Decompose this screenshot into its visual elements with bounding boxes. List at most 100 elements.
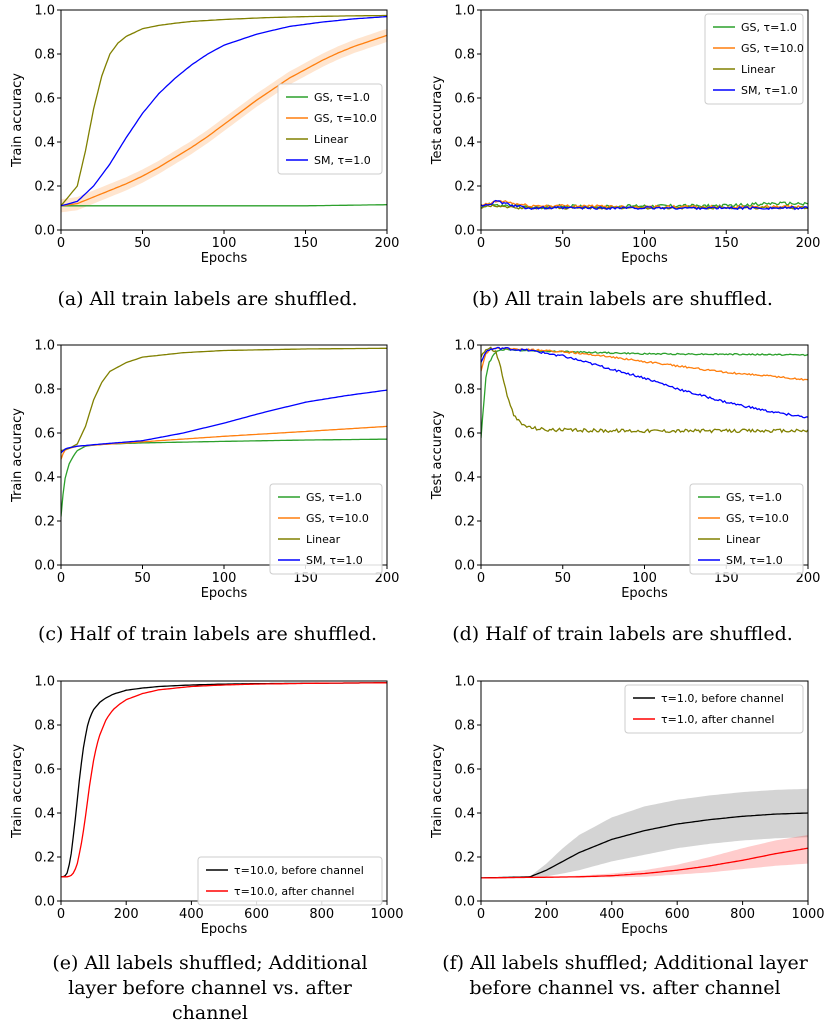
y-tick-label: 0.2 — [34, 515, 55, 530]
legend-label-4: SM, τ=1.0 — [306, 554, 363, 567]
series-line-1 — [61, 682, 387, 878]
series-line-1 — [481, 201, 808, 210]
legend-label-1: GS, τ=1.0 — [741, 21, 797, 34]
y-axis-label: Train accuracy — [10, 408, 25, 503]
series-line-4 — [61, 15, 387, 207]
x-tick-label: 0 — [57, 236, 65, 251]
y-tick-label: 1.0 — [454, 675, 475, 690]
x-axis-label: Epochs — [201, 922, 248, 937]
series-line-1 — [61, 204, 387, 207]
x-axis-label: Epochs — [201, 251, 248, 266]
y-axis-label: Test accuracy — [430, 76, 445, 166]
legend-label-4: SM, τ=1.0 — [741, 84, 798, 97]
chart-f: 0 200 400 600 800 1000 0.0 0.2 0.4 0.6 0.8 1.0 Epoch… — [430, 675, 825, 938]
x-tick-label: 800 — [730, 907, 755, 922]
x-tick-label: 600 — [665, 907, 690, 922]
y-tick-label: 0.4 — [34, 136, 55, 151]
plot-area — [481, 346, 808, 438]
chart-d: 0 50 100 150 200 0.0 0.2 0.4 0.6 0.8 1.0 Epochs Test… — [430, 339, 820, 602]
legend-label-2: τ=1.0, after channel — [661, 713, 774, 726]
legend-label-2: τ=10.0, after channel — [234, 885, 354, 898]
legend-label-3: Linear — [306, 533, 341, 546]
legend: τ=10.0, before channel τ=10.0, after chan… — [197, 856, 383, 906]
legend-label-1: GS, τ=1.0 — [314, 91, 370, 104]
series-line-3 — [61, 14, 387, 207]
x-tick-label: 150 — [293, 571, 318, 586]
y-tick-label: 0.8 — [454, 383, 475, 398]
series-line-2 — [481, 847, 808, 879]
x-tick-label: 100 — [632, 571, 657, 586]
legend-label-1: τ=1.0, before channel — [661, 692, 784, 705]
y-tick-label: 0.0 — [34, 224, 55, 239]
x-tick-label: 200 — [114, 907, 139, 922]
caption-a: (a) All train labels are shuffled. — [57, 288, 358, 310]
x-tick-label: 200 — [375, 236, 400, 251]
x-tick-label: 150 — [714, 236, 739, 251]
series-line-4 — [481, 199, 808, 211]
legend: GS, τ=1.0 GS, τ=10.0 Linear SM, τ=1.0 — [689, 483, 804, 575]
series-line-4 — [61, 389, 387, 454]
x-tick-label: 1000 — [791, 907, 824, 922]
legend-label-1: GS, τ=1.0 — [306, 491, 362, 504]
x-tick-label: 150 — [714, 571, 739, 586]
y-tick-label: 0.6 — [454, 92, 475, 107]
legend-label-4: SM, τ=1.0 — [314, 154, 371, 167]
x-tick-label: 50 — [554, 571, 571, 586]
y-tick-label: 0.0 — [454, 224, 475, 239]
plot-area — [61, 347, 387, 517]
x-tick-label: 100 — [212, 236, 237, 251]
y-tick-label: 1.0 — [34, 339, 55, 354]
y-axis-label: Train accuracy — [10, 744, 25, 839]
legend-label-3: Linear — [726, 533, 761, 546]
y-axis-label: Train accuracy — [10, 73, 25, 168]
y-tick-label: 0.6 — [34, 92, 55, 107]
y-tick-label: 1.0 — [454, 339, 475, 354]
legend: GS, τ=1.0 GS, τ=10.0 Linear SM, τ=1.0 — [704, 13, 804, 105]
legend-label-2: GS, τ=10.0 — [741, 42, 804, 55]
legend-label-2: GS, τ=10.0 — [726, 512, 789, 525]
y-tick-label: 0.8 — [34, 48, 55, 63]
legend-label-3: Linear — [741, 63, 776, 76]
series-line-2 — [61, 34, 387, 207]
chart-e: 0 200 400 600 800 1000 0.0 0.2 0.4 0.6 0.8 1.0 Epoch… — [10, 675, 404, 938]
x-tick-label: 0 — [477, 236, 485, 251]
y-tick-label: 0.4 — [34, 471, 55, 486]
x-tick-label: 200 — [796, 236, 821, 251]
y-tick-label: 0.4 — [454, 136, 475, 151]
x-tick-label: 50 — [134, 571, 151, 586]
series-line-3 — [481, 346, 808, 434]
y-tick-label: 0.4 — [454, 471, 475, 486]
x-tick-label: 400 — [179, 907, 204, 922]
x-tick-label: 50 — [554, 236, 571, 251]
legend-label-3: Linear — [314, 133, 349, 146]
x-tick-label: 200 — [796, 571, 821, 586]
y-tick-label: 0.2 — [454, 515, 475, 530]
chart-c: 0 50 100 150 200 0.0 0.2 0.4 0.6 0.8 1.0 Epochs Trai… — [10, 339, 399, 602]
y-tick-label: 1.0 — [454, 4, 475, 19]
x-axis-label: Epochs — [621, 251, 668, 266]
chart-b: 0 50 100 150 200 0.0 0.2 0.4 0.6 0.8 1.0 Epochs Test… — [430, 4, 820, 267]
legend-label-4: SM, τ=1.0 — [726, 554, 783, 567]
series-band-1 — [481, 788, 808, 878]
x-tick-label: 200 — [375, 571, 400, 586]
y-tick-label: 0.4 — [454, 807, 475, 822]
series-band-2 — [481, 835, 808, 878]
x-tick-label: 800 — [309, 907, 334, 922]
plot-area — [481, 788, 808, 879]
x-axis-label: Epochs — [621, 586, 668, 601]
legend: GS, τ=1.0 GS, τ=10.0 Linear SM, τ=1.0 — [277, 83, 383, 175]
y-tick-label: 0.2 — [34, 180, 55, 195]
y-tick-label: 1.0 — [34, 4, 55, 19]
legend: τ=1.0, before channel τ=1.0, after channe… — [624, 684, 804, 734]
caption-e: (e) All labels shuffled; Additional laye… — [52, 952, 368, 1024]
y-axis-label: Test accuracy — [430, 411, 445, 501]
y-tick-label: 0.8 — [34, 383, 55, 398]
x-tick-label: 400 — [599, 907, 624, 922]
legend-box — [269, 483, 383, 575]
legend-box — [197, 856, 383, 906]
plot-area — [61, 14, 387, 213]
y-tick-label: 0.6 — [34, 427, 55, 442]
legend-label-2: GS, τ=10.0 — [306, 512, 369, 525]
series-line-2 — [61, 425, 387, 460]
series-band-2 — [61, 28, 387, 213]
